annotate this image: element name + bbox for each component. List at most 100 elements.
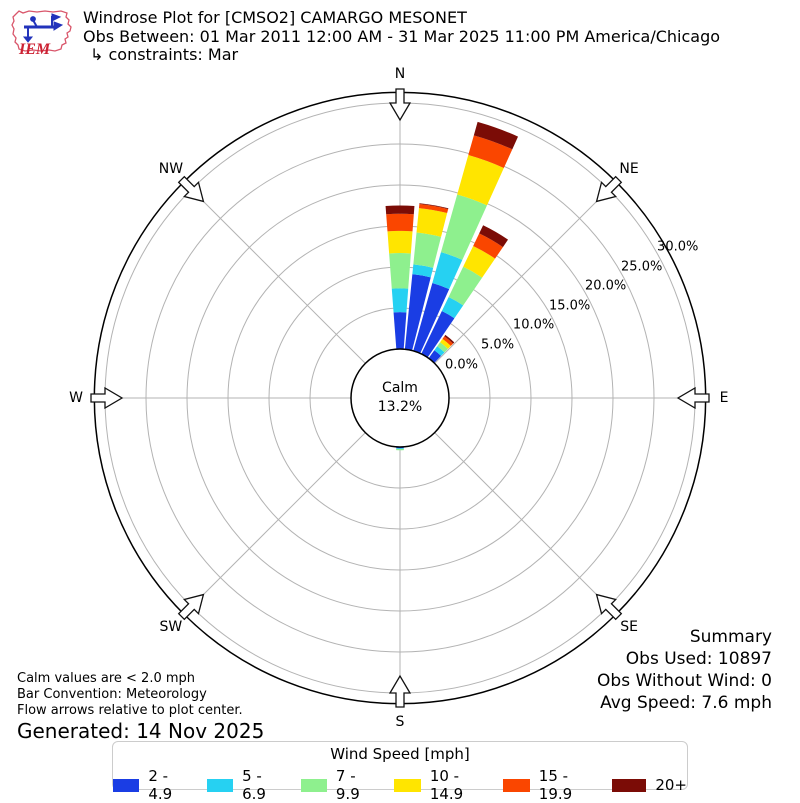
windrose-bar-az10-bin3 bbox=[416, 208, 448, 237]
windrose-bar-az40-bin3 bbox=[440, 338, 451, 349]
windrose-bar-az10-bin1 bbox=[412, 264, 434, 278]
wind-speed-legend: Wind Speed [mph] 2 - 4.9 5 - 6.9 7 - 9.9 10… bbox=[112, 741, 688, 803]
windrose-bar-az0-bin2 bbox=[389, 253, 411, 289]
flow-arrow-ne bbox=[595, 175, 623, 203]
legend-item: 20+ bbox=[612, 776, 687, 794]
flow-arrow-se bbox=[595, 593, 623, 621]
radial-tick-label: 0.0% bbox=[445, 357, 479, 373]
iem-logo-text: IEM bbox=[18, 41, 51, 58]
calm-circle bbox=[350, 348, 450, 448]
windrose-bar-az30-bin5 bbox=[479, 225, 509, 248]
iem-logo: IEM bbox=[11, 10, 72, 58]
flow-arrow-sw bbox=[177, 593, 205, 621]
calm-value: 13.2% bbox=[377, 399, 423, 415]
flow-arrow-n bbox=[388, 88, 412, 122]
compass-label-se: SE bbox=[620, 619, 638, 636]
summary-avg-speed: Avg Speed: 7.6 mph bbox=[600, 693, 772, 713]
grid-spoke bbox=[183, 181, 366, 364]
iowa-outline bbox=[11, 10, 72, 52]
legend-item: 7 - 9.9 bbox=[300, 767, 374, 803]
radial-tick-label: 25.0% bbox=[621, 259, 663, 275]
radial-tick-label: 5.0% bbox=[481, 337, 515, 353]
windrose-bar-az20-bin1 bbox=[432, 252, 463, 290]
legend-label: 2 - 4.9 bbox=[148, 767, 173, 803]
grid-spoke bbox=[434, 181, 617, 364]
windrose-bar-az20-bin0 bbox=[413, 282, 450, 354]
legend-item: 5 - 6.9 bbox=[206, 767, 280, 803]
legend-item: 15 - 19.9 bbox=[503, 767, 591, 803]
windrose-bar-az10-bin4 bbox=[418, 204, 449, 214]
obs-range-subtitle: Obs Between: 01 Mar 2011 12:00 AM - 31 M… bbox=[83, 26, 721, 46]
windrose-bar-az20-bin5 bbox=[473, 121, 519, 150]
legend-swatch bbox=[113, 778, 140, 792]
windrose-bar-az40-bin5 bbox=[444, 334, 455, 344]
windrose-bar-az0-bin3 bbox=[387, 230, 413, 254]
legend-label: 20+ bbox=[655, 776, 687, 794]
compass-label-e: E bbox=[719, 390, 729, 406]
legend-label: 7 - 9.9 bbox=[335, 767, 360, 803]
footnote-flow-arrows: Flow arrows relative to plot center. bbox=[17, 703, 243, 718]
windrose-bar-az0-bin4 bbox=[386, 213, 414, 232]
flow-arrow-e bbox=[676, 386, 710, 410]
summary-obs-used: Obs Used: 10897 bbox=[625, 649, 772, 669]
compass-label-w: W bbox=[69, 390, 83, 406]
compass-label-n: N bbox=[394, 66, 406, 82]
flow-arrow-s bbox=[388, 674, 412, 708]
windrose-bar-az30-bin2 bbox=[448, 266, 483, 306]
generated-date: Generated: 14 Nov 2025 bbox=[17, 719, 265, 743]
summary-title: Summary bbox=[689, 627, 772, 647]
windrose-bar-az0-bin5 bbox=[385, 205, 415, 215]
windrose-bar-az10-bin2 bbox=[413, 232, 442, 268]
windrose-bar-az0-bin1 bbox=[391, 288, 409, 313]
flow-arrow-nw bbox=[177, 175, 205, 203]
windrose-bar-az40-bin2 bbox=[437, 342, 448, 353]
windrose-bar-az20-bin2 bbox=[440, 194, 487, 260]
legend-item: 10 - 14.9 bbox=[394, 767, 482, 803]
summary-obs-without-wind: Obs Without Wind: 0 bbox=[597, 671, 772, 691]
legend-swatch bbox=[394, 778, 421, 792]
legend-swatch bbox=[300, 778, 327, 792]
grid-spoke bbox=[183, 432, 366, 615]
compass-label-ne: NE bbox=[619, 160, 639, 177]
radial-tick-label: 30.0% bbox=[657, 239, 699, 255]
windrose-bar-az40-bin1 bbox=[434, 346, 445, 356]
windrose-bar-az20-bin3 bbox=[457, 155, 504, 206]
legend-swatch bbox=[503, 778, 530, 792]
windrose-bar-az10-bin0 bbox=[404, 274, 431, 351]
calm-label: Calm bbox=[382, 380, 418, 396]
header: Windrose Plot for [CMSO2] CAMARGO MESONE… bbox=[83, 8, 721, 65]
compass-label-sw: SW bbox=[159, 619, 183, 636]
windrose-bar-az30-bin4 bbox=[473, 233, 503, 259]
grid-spoke bbox=[434, 432, 617, 615]
windrose-bar-az20-bin4 bbox=[468, 135, 513, 168]
compass-label-s: S bbox=[395, 714, 405, 730]
windrose-bar-az40-bin4 bbox=[442, 336, 454, 346]
wind-vane-icon bbox=[22, 13, 64, 43]
radial-tick-label: 20.0% bbox=[584, 278, 627, 294]
windrose-bar-az30-bin3 bbox=[463, 245, 496, 278]
legend-title: Wind Speed [mph] bbox=[330, 745, 470, 763]
compass-label-nw: NW bbox=[158, 160, 184, 177]
windrose-bar-az30-bin1 bbox=[441, 296, 464, 319]
legend-label: 15 - 19.9 bbox=[538, 767, 573, 803]
legend-label: 5 - 6.9 bbox=[242, 767, 266, 803]
windrose-bar-az180-bin2 bbox=[396, 448, 404, 451]
footnote-calm-threshold: Calm values are < 2.0 mph bbox=[17, 671, 196, 686]
legend-items: 2 - 4.9 5 - 6.9 7 - 9.9 10 - 14.9 15 - 19.9 2… bbox=[113, 767, 687, 803]
windrose-bar-az180-bin1 bbox=[396, 448, 404, 450]
radial-tick-label: 15.0% bbox=[548, 298, 591, 314]
page-title: Windrose Plot for [CMSO2] CAMARGO MESONE… bbox=[83, 8, 467, 27]
legend-swatch bbox=[206, 778, 234, 792]
legend-swatch bbox=[612, 778, 647, 792]
windrose-bar-az0-bin0 bbox=[393, 312, 407, 350]
flow-arrow-w bbox=[90, 386, 124, 410]
constraints-note: ↳ constraints: Mar bbox=[90, 45, 239, 64]
summary-block: Summary Obs Used: 10897 Obs Without Wind… bbox=[597, 626, 772, 714]
legend-item: 2 - 4.9 bbox=[113, 767, 186, 803]
windrose-bar-az10-bin5 bbox=[419, 203, 449, 210]
footnotes: Calm values are < 2.0 mph Bar Convention… bbox=[17, 671, 264, 743]
footnote-bar-convention: Bar Convention: Meteorology bbox=[17, 687, 207, 702]
legend-label: 10 - 14.9 bbox=[429, 767, 464, 803]
windrose-bar-az30-bin0 bbox=[421, 310, 455, 358]
